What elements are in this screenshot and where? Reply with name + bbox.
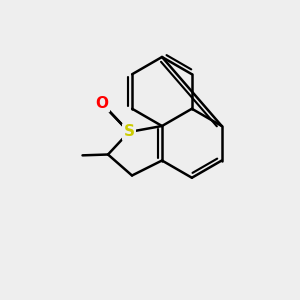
Text: O: O	[95, 96, 109, 111]
Text: S: S	[124, 124, 134, 140]
